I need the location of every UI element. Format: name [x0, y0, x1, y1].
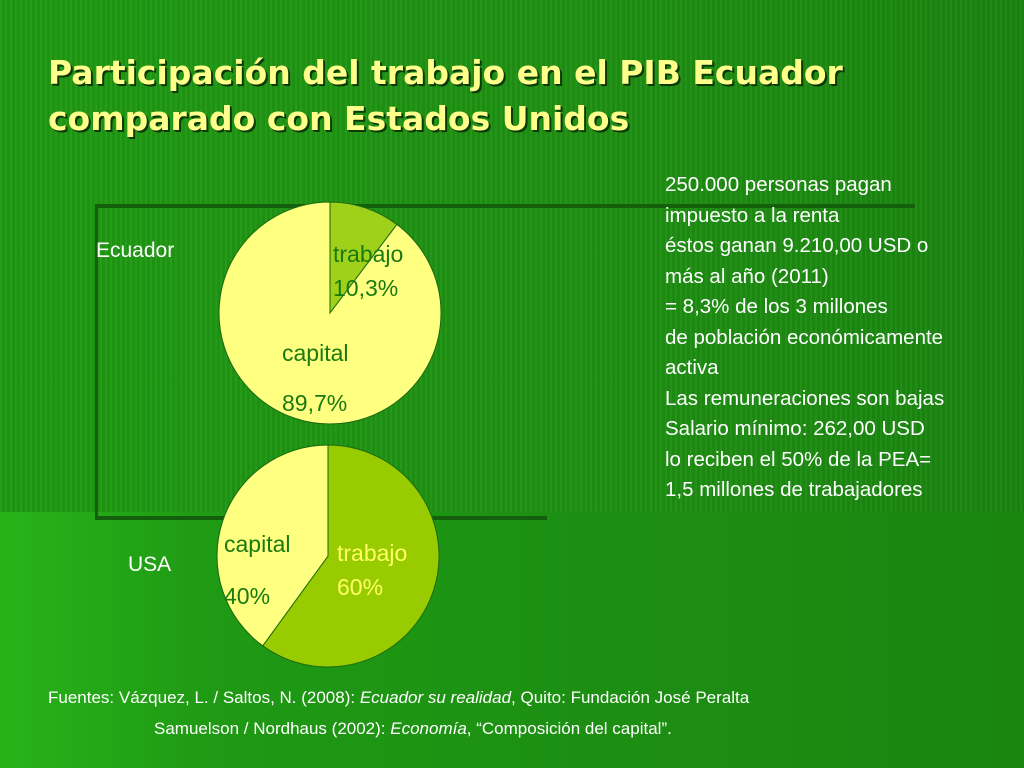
ecuador-label: Ecuador — [96, 239, 175, 262]
source-1-prefix: Fuentes: Vázquez, L. / Saltos, N. (2008)… — [48, 688, 360, 707]
background-lower-band — [0, 512, 1024, 768]
side-note-line: de población económicamente — [665, 325, 944, 349]
pie-slice-usa-capital — [216, 444, 329, 647]
usa-capital-name: capital — [224, 531, 291, 557]
side-note-line: lo reciben el 50% de la PEA= — [665, 447, 932, 471]
source-2-prefix: Samuelson / Nordhaus (2002): — [154, 719, 391, 738]
pie-slice-usa-trabajo — [262, 444, 440, 668]
ecuador-capital-value: 89,7% — [282, 390, 348, 416]
side-note-line: éstos ganan 9.210,00 USD o — [665, 234, 929, 257]
title-line-1: Participación del trabajo en el PIB Ecua… — [48, 53, 843, 92]
usa-label: USA — [128, 553, 172, 576]
ecuador-trabajo-name: trabajo — [333, 241, 404, 267]
side-note-line: = 8,3% de los 3 millones — [665, 295, 888, 318]
usa-trabajo-name: trabajo — [337, 540, 408, 566]
source-line-1: Fuentes: Vázquez, L. / Saltos, N. (2008)… — [48, 688, 749, 708]
usa-capital-value: 40% — [224, 583, 271, 609]
side-note-line: más al año (2011) — [665, 264, 829, 288]
side-note-line: impuesto a la renta — [665, 203, 840, 227]
pie-chart-ecuador — [218, 201, 442, 425]
source-line-2: Samuelson / Nordhaus (2002): Economía, “… — [154, 719, 672, 739]
side-notes: 250.000 personas pagan impuesto a la rent… — [665, 170, 1020, 506]
divider-line-vertical — [95, 204, 98, 520]
side-note-line: Salario mínimo: 262,00 USD — [665, 417, 925, 440]
ecuador-capital-name: capital — [282, 340, 349, 366]
source-2-suffix: , “Composición del capital”. — [466, 719, 672, 738]
usa-trabajo-label: trabajo 60% — [337, 536, 407, 604]
divider-line-top — [95, 204, 915, 208]
pie-slice-ecuador-trabajo — [329, 201, 398, 315]
pie-slice-ecuador-capital — [218, 201, 442, 425]
side-note-line: Las remuneraciones son bajas — [665, 386, 945, 410]
source-1-title: Ecuador su realidad — [359, 688, 512, 707]
ecuador-trabajo-label: trabajo 10,3% — [333, 237, 403, 305]
side-note-line: 1,5 millones de trabajadores — [665, 478, 923, 501]
ecuador-trabajo-value: 10,3% — [333, 275, 399, 301]
side-note-line: activa — [665, 356, 719, 379]
source-1-suffix: , Quito: Fundación José Peralta — [511, 688, 750, 707]
usa-trabajo-value: 60% — [337, 574, 384, 600]
usa-capital-label: capital 40% — [224, 518, 290, 622]
title-line-2: comparado con Estados Unidos — [48, 99, 630, 138]
ecuador-capital-label: capital 89,7% — [282, 328, 348, 428]
pie-chart-usa — [216, 444, 440, 668]
page-title: Participación del trabajo en el PIB Ecua… — [48, 50, 1008, 142]
side-note-line: 250.000 personas pagan — [665, 173, 892, 196]
source-2-title: Economía — [390, 719, 467, 738]
